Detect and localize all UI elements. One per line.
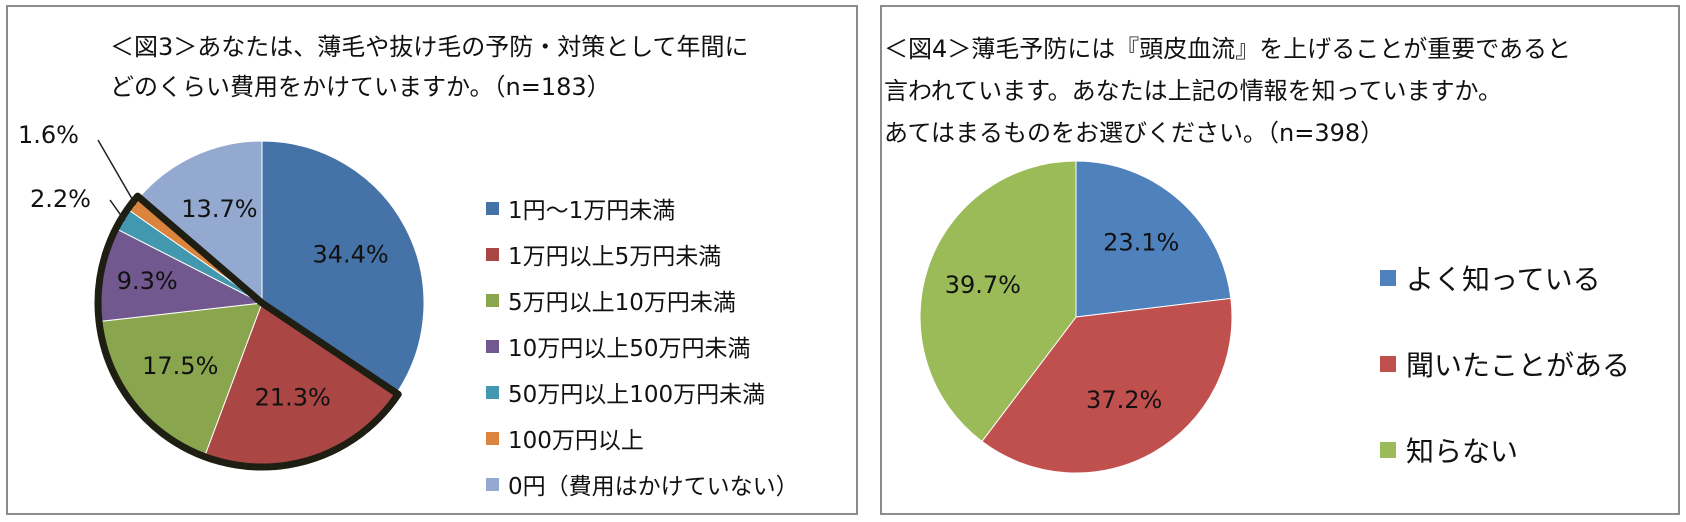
legend-label: 知らない [1406, 435, 1519, 468]
data-label: 34.4% [312, 241, 388, 269]
pie-slice-7 [138, 140, 263, 305]
data-label: 9.3% [117, 267, 178, 295]
data-label: 1.6% [18, 121, 79, 149]
legend-swatch [486, 339, 499, 353]
chart-title-line-1: ＜図4＞薄毛予防には『頭皮血流』を上げることが重要であると [884, 35, 1572, 63]
pie-slice-3 [919, 160, 1077, 443]
legend-item: 5万円以上10万円未満 [486, 277, 799, 323]
pie-chart-figure-3: 34.4% 21.3% 17.5% 9.3% 13.7% 1.6% 2.2% [18, 121, 425, 471]
chart-panel-figure-3: ＜図3＞あなたは、薄毛や抜け毛の予防・対策として年間に どのくらい費用をかけてい… [6, 5, 858, 515]
legend-swatch [1380, 442, 1396, 458]
chart-title-line-2: 言われています。あなたは上記の情報を知っていますか。 [884, 77, 1502, 105]
legend-item: 知らない [1380, 407, 1630, 493]
leader-line [97, 139, 137, 206]
legend-label: 100万円以上 [508, 428, 644, 454]
legend-label: 1万円以上5万円未満 [508, 244, 722, 270]
data-label: 17.5% [142, 352, 218, 380]
legend-swatch [486, 247, 499, 261]
legend-label: よく知っている [1406, 263, 1601, 296]
highlight-outline [94, 192, 402, 471]
legend-swatch [486, 293, 499, 307]
pie-chart-figure-4: 23.1% 37.2% 39.7% [919, 160, 1233, 474]
legend-item: 聞いたことがある [1380, 321, 1630, 407]
data-label: 2.2% [30, 185, 91, 213]
chart-title-line-2: どのくらい費用をかけていますか。（n=183） [110, 73, 611, 101]
legend-item: 10万円以上50万円未満 [486, 323, 799, 369]
legend-label: 聞いたことがある [1406, 349, 1631, 382]
legend-item: よく知っている [1380, 235, 1630, 321]
legend-item: 0円（費用はかけていない） [486, 461, 799, 507]
legend-label: 1円～1万円未満 [508, 198, 676, 224]
legend-swatch [1380, 356, 1396, 372]
legend-swatch [1380, 270, 1396, 286]
chart-title-line-3: あてはまるものをお選びください。（n=398） [884, 119, 1385, 147]
data-label: 39.7% [945, 271, 1021, 299]
legend-swatch [486, 385, 499, 399]
legend-swatch [486, 477, 499, 491]
data-label: 21.3% [255, 384, 331, 412]
data-label: 37.2% [1086, 386, 1162, 414]
legend-label: 50万円以上100万円未満 [508, 382, 766, 408]
legend-label: 5万円以上10万円未満 [508, 290, 736, 316]
legend-label: 0円（費用はかけていない） [508, 474, 799, 500]
legend-figure-4: よく知っている 聞いたことがある 知らない [1380, 235, 1630, 493]
legend-swatch [486, 201, 499, 215]
chart-panel-figure-4: ＜図4＞薄毛予防には『頭皮血流』を上げることが重要であると 言われています。あな… [880, 5, 1680, 515]
legend-item: 1万円以上5万円未満 [486, 231, 799, 277]
pie-slice-2 [981, 297, 1233, 474]
legend-item: 50万円以上100万円未満 [486, 369, 799, 415]
pie-slice-1 [261, 140, 425, 394]
legend-label: 10万円以上50万円未満 [508, 336, 751, 362]
legend-item: 100万円以上 [486, 415, 799, 461]
chart-title-line-1: ＜図3＞あなたは、薄毛や抜け毛の予防・対策として年間に [110, 33, 749, 61]
leader-line [109, 199, 126, 222]
legend-item: 1円～1万円未満 [486, 185, 799, 231]
legend-figure-3: 1円～1万円未満 1万円以上5万円未満 5万円以上10万円未満 10万円以上50… [486, 185, 799, 507]
data-label: 13.7% [181, 195, 257, 223]
data-label: 23.1% [1103, 228, 1179, 256]
pie-slice-1 [1075, 160, 1232, 318]
legend-swatch [486, 431, 499, 445]
